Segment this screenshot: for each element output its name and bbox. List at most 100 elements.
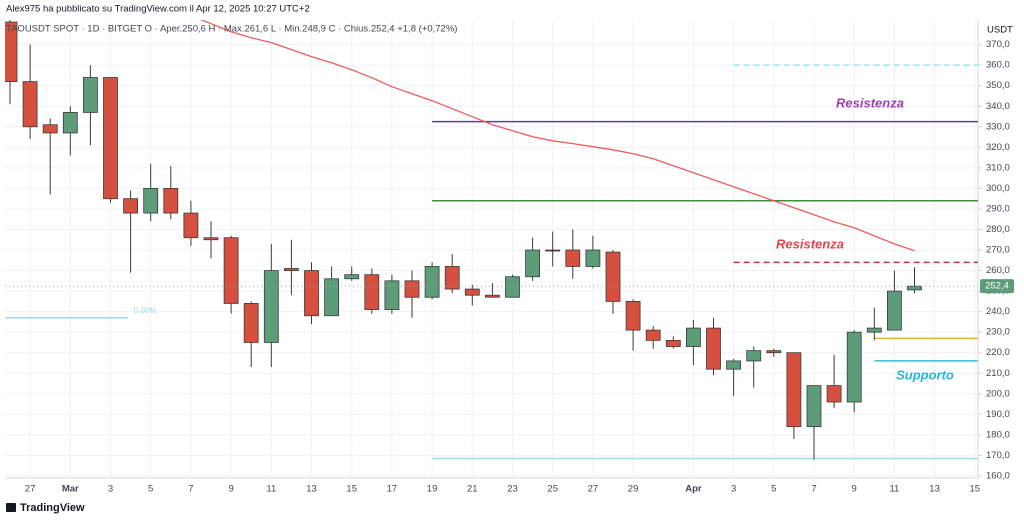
candle-body	[42, 124, 58, 134]
x-tick-label: Apr	[685, 484, 702, 495]
candle-body	[525, 249, 540, 278]
x-tick-label: 27	[588, 484, 599, 495]
y-tick-label: 350,0	[986, 80, 1010, 91]
candle-body	[464, 288, 480, 296]
x-tick-label: 27	[25, 484, 36, 495]
candle-body	[123, 198, 138, 214]
x-tick-label: 15	[970, 484, 981, 495]
plot-area	[5, 20, 978, 460]
candle-body	[665, 339, 681, 347]
candle-body	[786, 352, 802, 428]
candle-body	[163, 188, 179, 214]
y-tick-label: 360,0	[986, 60, 1010, 71]
y-tick-label: 170,0	[986, 450, 1010, 461]
candle-body	[605, 251, 621, 302]
candle-body	[103, 77, 118, 200]
x-tick-label: 13	[306, 484, 317, 495]
candle-body	[22, 81, 38, 128]
candle-body	[203, 237, 219, 241]
x-tick-label: 15	[346, 484, 357, 495]
candle-body	[766, 350, 782, 354]
y-axis-label: USDT	[987, 25, 1013, 36]
x-tick-label: 13	[929, 484, 940, 495]
moving-average	[199, 20, 915, 252]
candle-body	[263, 270, 279, 343]
annotation: Resistenza	[836, 95, 904, 110]
candle-body	[62, 112, 78, 134]
candle-body	[384, 280, 400, 310]
candle-body	[424, 266, 440, 298]
y-tick-label: 240,0	[986, 306, 1010, 317]
x-tick-label: 25	[547, 484, 558, 495]
x-tick-label: 5	[771, 484, 776, 495]
candle-body	[484, 294, 500, 298]
candle-body	[846, 331, 862, 403]
y-tick-label: 220,0	[986, 347, 1010, 358]
candle-body	[404, 280, 420, 298]
candle-body	[283, 268, 299, 271]
x-tick-label: 23	[507, 484, 518, 495]
candle-body	[444, 266, 460, 290]
y-tick-label: 370,0	[986, 39, 1010, 50]
candle-body	[304, 270, 319, 317]
candle-body	[746, 350, 762, 362]
candle-body	[5, 21, 18, 83]
candle-body	[324, 278, 340, 317]
y-tick-label: 160,0	[986, 470, 1010, 481]
x-tick-label: 11	[266, 484, 276, 495]
y-tick-label: 230,0	[986, 327, 1010, 338]
annotation: 0.00%	[134, 306, 157, 315]
candle-body	[625, 300, 641, 331]
x-tick-label: Mar	[62, 484, 79, 495]
x-tick-label: 7	[188, 484, 193, 495]
x-tick-label: 9	[852, 484, 857, 495]
candle-body	[183, 212, 199, 239]
brand-logo: TradingView	[6, 502, 85, 514]
y-tick-label: 180,0	[986, 429, 1010, 440]
candle-body	[223, 237, 239, 304]
candle-body	[645, 329, 661, 341]
candle-body	[726, 360, 741, 370]
x-tick-label: 9	[228, 484, 233, 495]
candle-body	[907, 285, 922, 291]
candle-body	[243, 303, 259, 343]
candle-body	[826, 385, 842, 403]
y-tick-label: 280,0	[986, 224, 1010, 235]
y-tick-label: 210,0	[986, 368, 1010, 379]
candle-body	[887, 290, 902, 331]
candle-body	[806, 385, 822, 428]
annotation: Resistenza	[776, 236, 844, 251]
candle-body	[344, 274, 360, 280]
published-line: Alex975 ha pubblicato su TradingView.com…	[6, 4, 310, 15]
x-tick-label: 3	[108, 484, 113, 495]
x-tick-label: 19	[427, 484, 438, 495]
candle-body	[866, 327, 882, 333]
last-price-box	[980, 279, 1014, 294]
candle-body	[364, 274, 380, 310]
candle-body	[545, 249, 561, 252]
y-tick-label: 290,0	[986, 203, 1010, 214]
candle-body	[585, 249, 601, 267]
y-tick-label: 320,0	[986, 142, 1010, 153]
legend-line: TAOUSDT SPOT · 1D · BITGET O · Aper.250,…	[6, 24, 457, 35]
x-tick-label: 5	[148, 484, 153, 495]
y-tick-label: 340,0	[986, 101, 1010, 112]
candle-body	[706, 327, 721, 370]
grid	[5, 20, 978, 478]
y-tick-label: 330,0	[986, 121, 1010, 132]
x-tick-label: 11	[889, 484, 899, 495]
last-price-label: 252,4	[985, 281, 1009, 292]
x-tick-label: 17	[387, 484, 398, 495]
annotation: Supporto	[896, 367, 954, 382]
y-tick-label: 310,0	[986, 162, 1010, 173]
candle-body	[686, 327, 701, 347]
brand: TradingView	[20, 502, 85, 514]
x-tick-label: 29	[628, 484, 639, 495]
y-tick-label: 200,0	[986, 388, 1010, 399]
x-tick-label: 3	[731, 484, 736, 495]
candle-body	[565, 249, 581, 267]
candle-body	[505, 276, 520, 298]
y-tick-label: 270,0	[986, 245, 1010, 256]
candle-body	[83, 77, 98, 113]
